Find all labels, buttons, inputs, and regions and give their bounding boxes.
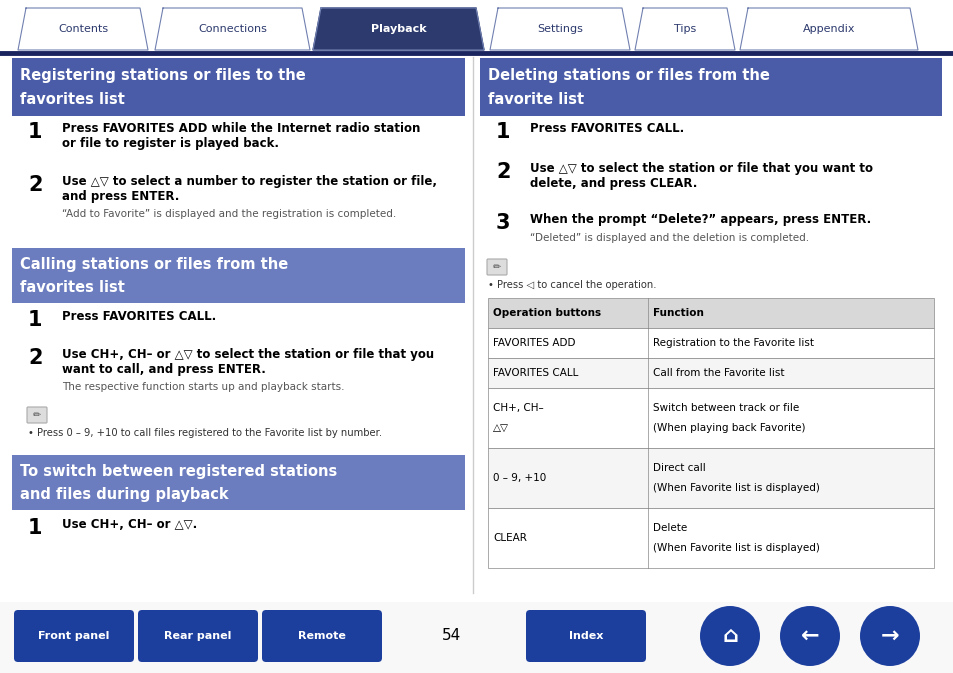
- Polygon shape: [18, 8, 148, 50]
- Text: Contents: Contents: [58, 24, 108, 34]
- Text: Connections: Connections: [198, 24, 267, 34]
- Polygon shape: [635, 8, 734, 50]
- Text: Use CH+, CH– or △▽.: Use CH+, CH– or △▽.: [62, 518, 197, 531]
- FancyBboxPatch shape: [488, 508, 933, 568]
- Polygon shape: [154, 8, 310, 50]
- Text: ⌂: ⌂: [721, 626, 738, 646]
- Text: To switch between registered stations: To switch between registered stations: [20, 464, 337, 479]
- Text: Switch between track or file: Switch between track or file: [652, 403, 799, 413]
- Text: ✏: ✏: [493, 262, 500, 272]
- Text: Registering stations or files to the: Registering stations or files to the: [20, 68, 305, 83]
- Text: Appendix: Appendix: [801, 24, 854, 34]
- Text: Use △▽ to select a number to register the station or file,
and press ENTER.: Use △▽ to select a number to register th…: [62, 175, 436, 203]
- Text: 1: 1: [28, 518, 43, 538]
- FancyBboxPatch shape: [525, 610, 645, 662]
- FancyBboxPatch shape: [488, 328, 933, 358]
- FancyBboxPatch shape: [138, 610, 257, 662]
- Text: “Add to Favorite” is displayed and the registration is completed.: “Add to Favorite” is displayed and the r…: [62, 209, 395, 219]
- Text: Delete: Delete: [652, 523, 686, 533]
- Text: 1: 1: [496, 122, 510, 142]
- Text: • Press ◁ to cancel the operation.: • Press ◁ to cancel the operation.: [488, 280, 656, 290]
- FancyBboxPatch shape: [12, 455, 464, 510]
- Text: Press FAVORITES CALL.: Press FAVORITES CALL.: [530, 122, 683, 135]
- FancyBboxPatch shape: [488, 358, 933, 388]
- Text: FAVORITES CALL: FAVORITES CALL: [493, 368, 578, 378]
- Text: Calling stations or files from the: Calling stations or files from the: [20, 257, 288, 272]
- FancyBboxPatch shape: [27, 407, 47, 423]
- Text: Use △▽ to select the station or file that you want to
delete, and press CLEAR.: Use △▽ to select the station or file tha…: [530, 162, 872, 190]
- Text: →: →: [880, 626, 899, 646]
- Circle shape: [859, 606, 919, 666]
- Text: 54: 54: [442, 629, 461, 643]
- Text: 0 – 9, +10: 0 – 9, +10: [493, 473, 546, 483]
- Text: Remote: Remote: [297, 631, 346, 641]
- Text: ✏: ✏: [33, 410, 41, 420]
- FancyBboxPatch shape: [479, 58, 941, 116]
- Text: favorites list: favorites list: [20, 92, 125, 107]
- Text: 1: 1: [28, 122, 43, 142]
- Text: 3: 3: [496, 213, 510, 233]
- Text: and files during playback: and files during playback: [20, 487, 229, 502]
- Text: Rear panel: Rear panel: [164, 631, 232, 641]
- Text: “Deleted” is displayed and the deletion is completed.: “Deleted” is displayed and the deletion …: [530, 233, 808, 243]
- Text: favorite list: favorite list: [488, 92, 583, 107]
- Text: When the prompt “Delete?” appears, press ENTER.: When the prompt “Delete?” appears, press…: [530, 213, 870, 226]
- Text: Settings: Settings: [537, 24, 582, 34]
- Text: Call from the Favorite list: Call from the Favorite list: [652, 368, 783, 378]
- Text: Playback: Playback: [371, 24, 426, 34]
- Text: Press FAVORITES CALL.: Press FAVORITES CALL.: [62, 310, 216, 323]
- FancyBboxPatch shape: [12, 248, 464, 303]
- Text: ←: ←: [800, 626, 819, 646]
- Text: Registration to the Favorite list: Registration to the Favorite list: [652, 338, 813, 348]
- Text: The respective function starts up and playback starts.: The respective function starts up and pl…: [62, 382, 344, 392]
- Text: Deleting stations or files from the: Deleting stations or files from the: [488, 68, 769, 83]
- Text: Direct call: Direct call: [652, 463, 705, 473]
- FancyBboxPatch shape: [12, 58, 464, 116]
- Text: Function: Function: [652, 308, 703, 318]
- FancyBboxPatch shape: [488, 448, 933, 508]
- Text: 2: 2: [28, 348, 43, 368]
- Text: favorites list: favorites list: [20, 280, 125, 295]
- Text: Use CH+, CH– or △▽ to select the station or file that you
want to call, and pres: Use CH+, CH– or △▽ to select the station…: [62, 348, 434, 376]
- FancyBboxPatch shape: [262, 610, 381, 662]
- Text: Press FAVORITES ADD while the Internet radio station
or file to register is play: Press FAVORITES ADD while the Internet r…: [62, 122, 420, 150]
- Text: (When Favorite list is displayed): (When Favorite list is displayed): [652, 483, 819, 493]
- Text: CLEAR: CLEAR: [493, 533, 526, 543]
- FancyBboxPatch shape: [486, 259, 506, 275]
- Polygon shape: [490, 8, 629, 50]
- Text: (When Favorite list is displayed): (When Favorite list is displayed): [652, 543, 819, 553]
- Text: 1: 1: [28, 310, 43, 330]
- FancyBboxPatch shape: [488, 388, 933, 448]
- Text: 2: 2: [496, 162, 510, 182]
- Text: FAVORITES ADD: FAVORITES ADD: [493, 338, 575, 348]
- FancyBboxPatch shape: [0, 602, 953, 673]
- Polygon shape: [313, 8, 483, 50]
- Text: △▽: △▽: [493, 423, 509, 433]
- Circle shape: [780, 606, 840, 666]
- Polygon shape: [740, 8, 917, 50]
- Text: (When playing back Favorite): (When playing back Favorite): [652, 423, 804, 433]
- Text: Tips: Tips: [673, 24, 696, 34]
- FancyBboxPatch shape: [14, 610, 133, 662]
- FancyBboxPatch shape: [488, 298, 933, 328]
- Text: CH+, CH–: CH+, CH–: [493, 403, 543, 413]
- Text: Front panel: Front panel: [38, 631, 110, 641]
- Circle shape: [700, 606, 760, 666]
- Text: 2: 2: [28, 175, 43, 195]
- Text: Operation buttons: Operation buttons: [493, 308, 600, 318]
- Text: Index: Index: [568, 631, 602, 641]
- Text: • Press 0 – 9, +10 to call files registered to the Favorite list by number.: • Press 0 – 9, +10 to call files registe…: [28, 428, 382, 438]
